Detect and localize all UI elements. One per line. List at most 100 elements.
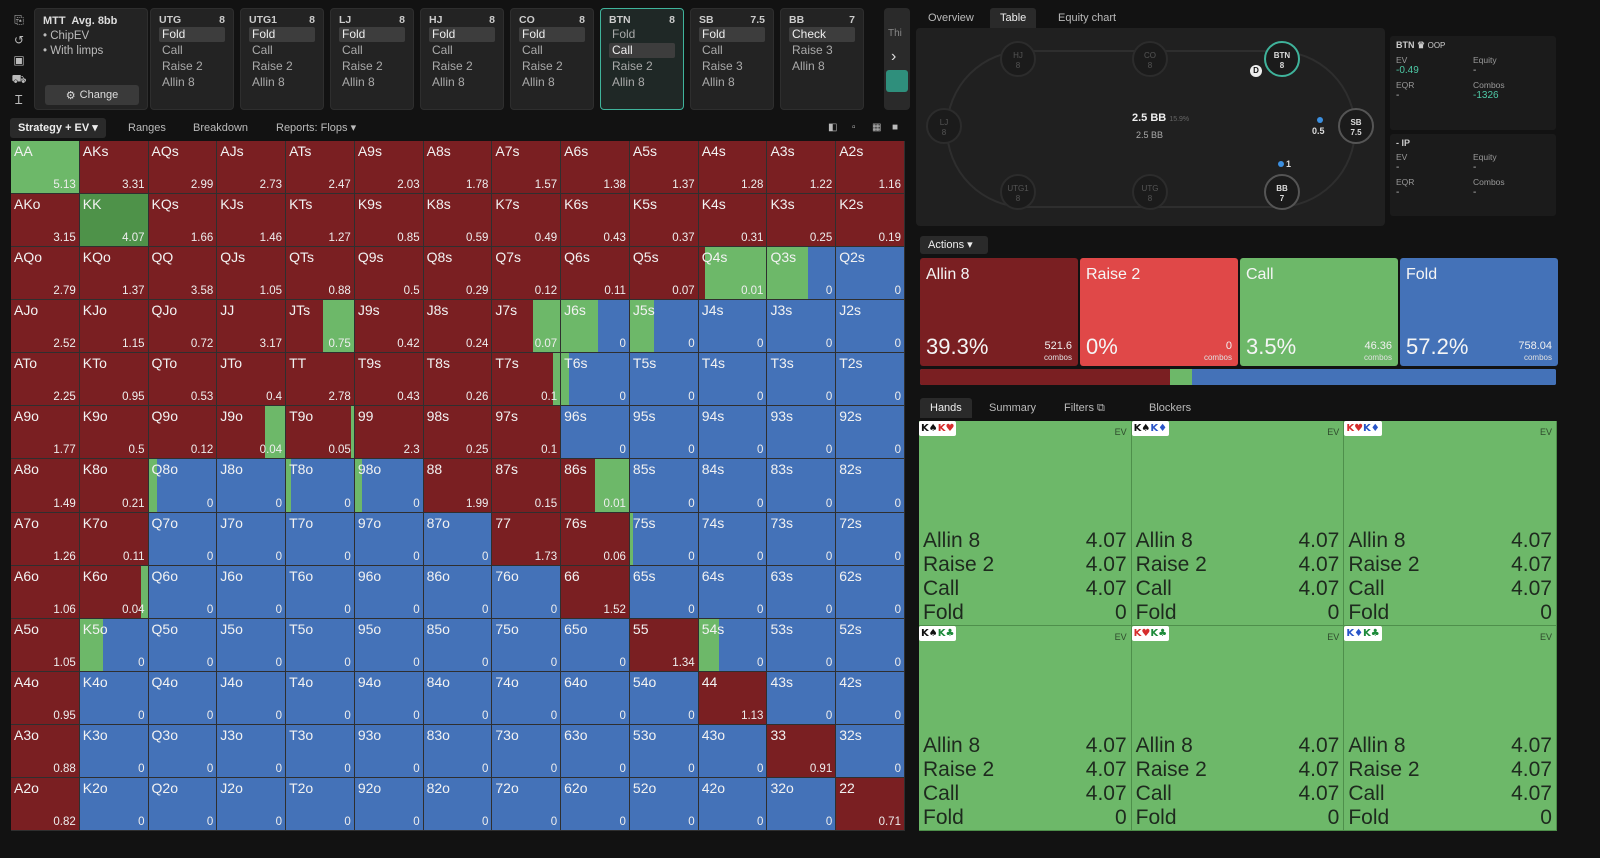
range-cell[interactable]: A9o 1.77 bbox=[11, 406, 80, 460]
range-cell[interactable]: K5o 0 bbox=[79, 618, 149, 672]
range-cell[interactable]: 33 0.91 bbox=[767, 724, 837, 778]
range-cell[interactable]: 76s 0.06 bbox=[561, 512, 630, 566]
range-cell[interactable]: 64o 0 bbox=[561, 671, 630, 725]
range-cell[interactable]: J3o 0 bbox=[217, 724, 287, 778]
range-cell[interactable]: K9o 0.5 bbox=[79, 406, 149, 460]
range-cell[interactable]: 54s 0 bbox=[698, 618, 768, 672]
position-card-lj[interactable]: LJ 8 Fold Call Raise 2 Allin 8 bbox=[330, 8, 414, 110]
range-cell[interactable]: A6o 1.06 bbox=[11, 565, 80, 619]
range-cell[interactable]: J6o 0 bbox=[217, 565, 287, 619]
position-action[interactable]: Raise 2 bbox=[432, 59, 473, 73]
range-cell[interactable]: K4o 0 bbox=[79, 671, 149, 725]
tab-ranges[interactable]: Ranges bbox=[128, 122, 166, 134]
position-action[interactable]: Allin 8 bbox=[342, 75, 375, 89]
range-cell[interactable]: A7s 1.57 bbox=[492, 141, 562, 195]
range-cell[interactable]: 22 0.71 bbox=[836, 777, 905, 831]
range-cell[interactable]: K4s 0.31 bbox=[698, 194, 768, 248]
range-cell[interactable]: 82s 0 bbox=[836, 459, 905, 513]
hand-combo-cell[interactable]: K♥K♦ EV Allin 8 4.07 Raise 2 4.07 Call 4.07 Fold… bbox=[1344, 421, 1557, 626]
range-cell[interactable]: T7s 0.1 bbox=[492, 353, 562, 407]
range-cell[interactable]: T4s 0 bbox=[698, 353, 768, 407]
position-action[interactable]: Fold bbox=[339, 27, 405, 42]
position-card-utg[interactable]: UTG 8 Fold Call Raise 2 Allin 8 bbox=[150, 8, 234, 110]
range-cell[interactable]: KTs 1.27 bbox=[286, 194, 355, 248]
range-cell[interactable]: 66 1.52 bbox=[561, 565, 630, 619]
range-cell[interactable]: 93s 0 bbox=[767, 406, 837, 460]
position-action[interactable]: Raise 3 bbox=[702, 59, 743, 73]
range-cell[interactable]: K2s 0.19 bbox=[836, 194, 905, 248]
range-cell[interactable]: T6o 0 bbox=[286, 565, 355, 619]
range-cell[interactable]: A5s 1.37 bbox=[629, 141, 699, 195]
range-cell[interactable]: Q4s 0.01 bbox=[698, 247, 768, 301]
range-cell[interactable]: T9o 0.05 bbox=[286, 406, 355, 460]
range-cell[interactable]: A4o 0.95 bbox=[11, 671, 80, 725]
range-cell[interactable]: QJo 0.72 bbox=[148, 300, 218, 354]
range-cell[interactable]: AQo 2.79 bbox=[11, 247, 80, 301]
range-cell[interactable]: K9s 0.85 bbox=[354, 194, 424, 248]
car-icon[interactable]: ⛟ bbox=[11, 72, 27, 86]
range-cell[interactable]: T4o 0 bbox=[286, 671, 355, 725]
range-cell[interactable]: ATs 2.47 bbox=[286, 141, 355, 195]
range-cell[interactable]: JJ 3.17 bbox=[217, 300, 287, 354]
position-action[interactable]: Call bbox=[522, 43, 543, 57]
range-cell[interactable]: T3s 0 bbox=[767, 353, 837, 407]
range-cell[interactable]: Q7o 0 bbox=[148, 512, 218, 566]
range-cell[interactable]: 93o 0 bbox=[354, 724, 424, 778]
range-cell[interactable]: AQs 2.99 bbox=[148, 141, 218, 195]
range-cell[interactable]: KJo 1.15 bbox=[79, 300, 149, 354]
range-cell[interactable]: 76o 0 bbox=[492, 565, 562, 619]
history-icon[interactable]: ↺ bbox=[13, 33, 25, 47]
range-cell[interactable]: J7s 0.07 bbox=[492, 300, 562, 354]
position-card-sb[interactable]: SB 7.5 Fold Call Raise 3 Allin 8 bbox=[690, 8, 774, 110]
range-cell[interactable]: 62o 0 bbox=[561, 777, 630, 831]
range-cell[interactable]: KQs 1.66 bbox=[148, 194, 218, 248]
range-cell[interactable]: K5s 0.37 bbox=[629, 194, 699, 248]
range-cell[interactable]: 55 1.34 bbox=[629, 618, 699, 672]
view-small-icon[interactable]: ▫ bbox=[852, 122, 856, 133]
hand-combo-cell[interactable]: K♠K♦ EV Allin 8 4.07 Raise 2 4.07 Call 4.07 Fold… bbox=[1131, 421, 1345, 626]
position-action[interactable]: Allin 8 bbox=[522, 75, 555, 89]
range-cell[interactable]: A5o 1.05 bbox=[11, 618, 80, 672]
save-icon[interactable]: ▣ bbox=[13, 53, 25, 67]
position-action[interactable]: Raise 2 bbox=[162, 59, 203, 73]
action-box-raise-2[interactable]: Raise 2 0% 0 combos bbox=[1080, 258, 1238, 366]
range-cell[interactable]: K3o 0 bbox=[79, 724, 149, 778]
range-cell[interactable]: K2o 0 bbox=[79, 777, 149, 831]
position-action[interactable]: Allin 8 bbox=[702, 75, 735, 89]
action-box-fold[interactable]: Fold 57.2% 758.04 combos bbox=[1400, 258, 1558, 366]
range-cell[interactable]: K7o 0.11 bbox=[79, 512, 149, 566]
range-cell[interactable]: AKs 3.31 bbox=[79, 141, 149, 195]
scroll-right-button[interactable]: Thi › bbox=[884, 8, 910, 110]
range-cell[interactable]: J9s 0.42 bbox=[354, 300, 424, 354]
range-cell[interactable]: 84o 0 bbox=[423, 671, 493, 725]
range-cell[interactable]: QTo 0.53 bbox=[148, 353, 218, 407]
hand-combo-cell[interactable]: K♠K♣ EV Allin 8 4.07 Raise 2 4.07 Call 4.07 Fold… bbox=[919, 626, 1132, 831]
range-cell[interactable]: T5s 0 bbox=[629, 353, 699, 407]
range-cell[interactable]: Q9s 0.5 bbox=[354, 247, 424, 301]
range-cell[interactable]: 98o 0 bbox=[354, 459, 424, 513]
position-action[interactable]: Call bbox=[162, 43, 183, 57]
range-cell[interactable]: A6s 1.38 bbox=[561, 141, 630, 195]
action-box-call[interactable]: Call 3.5% 46.36 combos bbox=[1240, 258, 1398, 366]
range-cell[interactable]: QTs 0.88 bbox=[286, 247, 355, 301]
position-action[interactable]: Call bbox=[702, 43, 723, 57]
bookmark-icon[interactable]: ⎘ bbox=[14, 12, 24, 27]
position-action[interactable]: Raise 2 bbox=[342, 59, 383, 73]
range-cell[interactable]: 74s 0 bbox=[698, 512, 768, 566]
range-cell[interactable]: T7o 0 bbox=[286, 512, 355, 566]
range-cell[interactable]: 73o 0 bbox=[492, 724, 562, 778]
range-cell[interactable]: 42o 0 bbox=[698, 777, 768, 831]
range-cell[interactable]: J2o 0 bbox=[217, 777, 287, 831]
range-cell[interactable]: 95s 0 bbox=[629, 406, 699, 460]
range-cell[interactable]: 85o 0 bbox=[423, 618, 493, 672]
range-cell[interactable]: 95o 0 bbox=[354, 618, 424, 672]
position-action[interactable]: Call bbox=[252, 43, 273, 57]
range-cell[interactable]: Q3o 0 bbox=[148, 724, 218, 778]
range-cell[interactable]: AA 5.13 bbox=[11, 141, 80, 195]
position-action[interactable]: Raise 2 bbox=[612, 59, 653, 73]
range-cell[interactable]: 43o 0 bbox=[698, 724, 768, 778]
range-cell[interactable]: Q7s 0.12 bbox=[492, 247, 562, 301]
range-cell[interactable]: Q8s 0.29 bbox=[423, 247, 493, 301]
tab-summary[interactable]: Summary bbox=[989, 402, 1037, 414]
range-cell[interactable]: A8s 1.78 bbox=[423, 141, 493, 195]
